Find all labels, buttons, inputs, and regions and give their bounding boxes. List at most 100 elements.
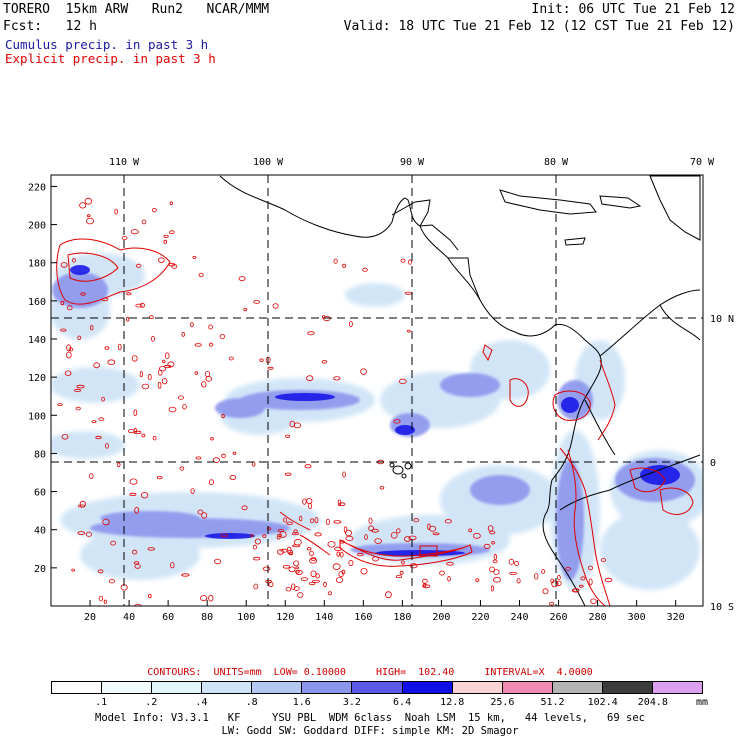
explicit-precip-cell (491, 541, 496, 545)
y-tick-label: 180 (28, 259, 46, 270)
colorbar-labels: .1 .2 .4 .8 1.6 3.2 6.4 12.8 25.6 51.2 102.4 204.8 (51, 697, 703, 709)
explicit-precip-cell (581, 640, 585, 643)
galapagos-islands (389, 462, 412, 479)
explicit-precip-cell (541, 569, 546, 574)
explicit-precip-cell (334, 546, 343, 552)
explicit-precip-cell (490, 585, 494, 592)
explicit-precip-cell (85, 531, 92, 537)
explicit-precip-cell (157, 381, 162, 389)
explicit-precip-speckles (57, 197, 613, 655)
explicit-precip-cell (95, 435, 102, 440)
y-tick-label: 140 (28, 335, 46, 346)
explicit-precip-cell (205, 375, 212, 382)
explicit-precip-cell (254, 538, 261, 545)
explicit-precip-cell (408, 259, 412, 265)
explicit-precip-cell (208, 342, 214, 347)
explicit-precip-cell (141, 433, 146, 438)
y-tick-label: 40 (34, 526, 46, 537)
explicit-precip-cell (195, 456, 202, 460)
explicit-precip-cell (590, 598, 597, 604)
y-tick-label: 200 (28, 221, 46, 232)
explicit-precip-cell (596, 628, 599, 633)
lon-label: 100 W (253, 157, 284, 168)
explicit-precip-cell (342, 263, 347, 268)
explicit-precip-cell (133, 427, 137, 434)
explicit-precip-cell (308, 502, 313, 510)
explicit-precip-cell (432, 532, 440, 536)
colorbar-swatch (202, 682, 253, 693)
explicit-precip-cell (89, 325, 94, 331)
x-axis-ticks: 20 40 60 80 100 120 140 160 180 200 220 240 260 280 30… (84, 600, 685, 623)
explicit-precip-cell (291, 532, 299, 536)
explicit-precip-cell (309, 518, 315, 523)
explicit-precip-cell (309, 557, 318, 564)
explicit-precip-cell (101, 396, 105, 402)
explicit-precip-cell (158, 366, 166, 372)
explicit-precip-cell (141, 219, 147, 225)
explicit-precip-cell (564, 643, 568, 646)
explicit-precip-cell (588, 578, 593, 586)
explicit-precip-cell (201, 512, 208, 519)
explicit-precip-cell (590, 644, 597, 650)
explicit-precip-cell (121, 236, 128, 240)
explicit-precip-cell (339, 540, 345, 544)
explicit-precip-cell (574, 650, 578, 652)
explicit-precip-cell (212, 457, 220, 463)
colorbar-swatch (152, 682, 203, 693)
explicit-precip-cell (384, 591, 392, 599)
explicit-precip-cell (98, 417, 105, 422)
explicit-precip-cell (192, 255, 197, 259)
explicit-precip-cell (581, 623, 586, 628)
colorbar-swatch (302, 682, 353, 693)
explicit-precip-cell (77, 531, 86, 535)
explicit-precip-cell (229, 474, 237, 480)
explicit-precip-cell (272, 303, 279, 309)
explicit-precip-cell (289, 420, 296, 428)
explicit-precip-cell (147, 547, 155, 551)
explicit-precip-cell (284, 472, 292, 476)
x-tick-label: 180 (393, 612, 411, 623)
explicit-precip-cell (168, 263, 176, 267)
explicit-precip-cell (293, 586, 300, 591)
explicit-precip-cell (422, 578, 428, 584)
explicit-precip-cell (267, 366, 274, 370)
explicit-precip-cell (509, 572, 517, 575)
explicit-precip-cell (109, 618, 111, 620)
explicit-precip-cell (210, 437, 214, 441)
explicit-precip-cell (150, 335, 155, 342)
lon-label: 70 W (690, 157, 715, 168)
explicit-precip-cell (61, 433, 69, 440)
explicit-precip-cell (299, 515, 303, 522)
explicit-precip-cell (148, 315, 154, 320)
colorbar-label: 3.2 (342, 697, 361, 708)
explicit-precip-cell (573, 588, 580, 593)
explicit-precip-cell (98, 595, 104, 602)
explicit-precip-cell (97, 569, 104, 574)
explicit-precip-cell (333, 376, 341, 381)
forecast-hour: Fcst: 12 h (3, 19, 97, 34)
explicit-precip-cell (295, 566, 300, 570)
explicit-precip-cell (584, 635, 587, 640)
explicit-precip-cell (228, 356, 234, 361)
explicit-precip-cell (390, 531, 398, 539)
explicit-precip-cell (557, 574, 561, 581)
explicit-precip-cell (265, 579, 272, 584)
explicit-precip-cell (177, 395, 184, 400)
explicit-precip-cell (342, 471, 346, 478)
explicit-precip-cell (563, 652, 568, 655)
explicit-precip-cell (333, 258, 338, 264)
explicit-precip-cell (580, 622, 583, 626)
map-frame (50, 174, 704, 607)
explicit-precip-cell (551, 580, 559, 588)
explicit-precip-cell (156, 475, 163, 480)
explicit-precip-cell (141, 492, 149, 499)
explicit-precip-cell (293, 422, 301, 429)
explicit-label: Explicit precip. in past 3 h (5, 51, 216, 66)
y-tick-label: 220 (28, 182, 46, 193)
explicit-precip-cell (309, 582, 316, 586)
explicit-precip-cell (315, 573, 320, 579)
explicit-precip-cell (221, 453, 226, 458)
explicit-precip-cell (372, 556, 379, 562)
explicit-precip-cell (335, 577, 344, 583)
explicit-precip-cell (241, 505, 248, 511)
